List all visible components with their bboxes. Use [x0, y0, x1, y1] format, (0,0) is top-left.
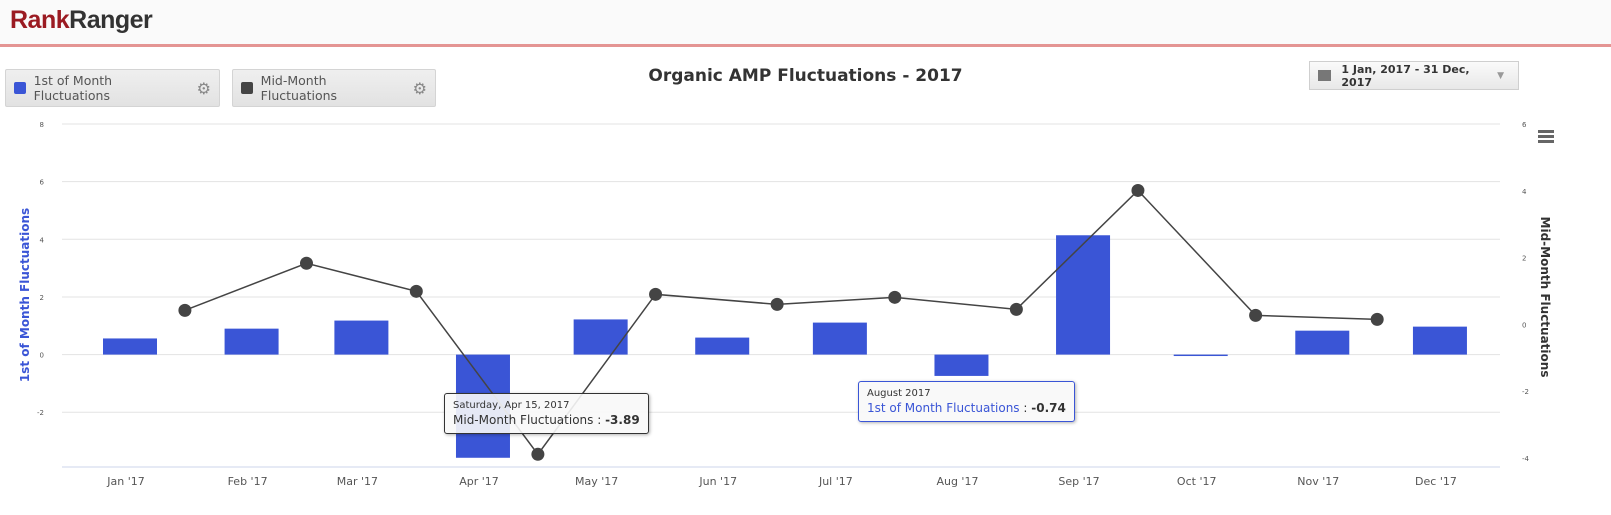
x-tick-label: Nov '17: [1297, 475, 1339, 488]
series-color-swatch: [14, 82, 26, 94]
tooltip-series: 1st of Month Fluctuations: [867, 401, 1020, 415]
bar: [103, 338, 157, 355]
data-point: [178, 303, 192, 317]
tooltip-value: -3.89: [605, 413, 640, 427]
x-tick-label: Dec '17: [1415, 475, 1457, 488]
y-tick-label-left: 8: [40, 121, 44, 129]
tooltip-series: Mid-Month Fluctuations: [453, 413, 594, 427]
bar: [812, 322, 867, 355]
date-range-picker[interactable]: 1 Jan, 2017 - 31 Dec, 2017 ▼: [1309, 61, 1519, 90]
legend-label: 1st of Month Fluctuations: [33, 73, 113, 103]
y-tick-label-right: 0: [1522, 321, 1526, 329]
data-point: [649, 287, 663, 301]
bar: [573, 319, 628, 355]
calendar-icon: [1318, 70, 1332, 81]
data-point: [1009, 302, 1023, 316]
y-tick-label-right: -2: [1522, 388, 1529, 396]
x-tick-label: Feb '17: [228, 475, 268, 488]
data-point: [888, 290, 902, 304]
bar: [695, 337, 750, 355]
gear-icon[interactable]: ⚙: [412, 78, 427, 98]
bar: [1412, 326, 1467, 355]
y-tick-label-left: 6: [40, 179, 45, 187]
x-tick-label: Oct '17: [1177, 475, 1217, 488]
data-point: [770, 297, 784, 311]
gear-icon[interactable]: ⚙: [196, 78, 211, 98]
legend-item-mid-month[interactable]: Mid-Month Fluctuations ⚙: [232, 69, 436, 107]
y-tick-label-left: 4: [40, 236, 45, 244]
top-bar: RankRanger: [0, 0, 1611, 47]
x-tick-label: Mar '17: [337, 475, 378, 488]
y-tick-label-right: 6: [1522, 121, 1527, 129]
x-tick-label: Jun '17: [698, 475, 737, 488]
bar: [1173, 354, 1228, 357]
tooltip-1st-of-month: August 2017 1st of Month Fluctuations : …: [858, 381, 1075, 422]
x-tick-label: May '17: [575, 475, 618, 488]
data-point: [1370, 312, 1384, 326]
x-tick-label: Apr '17: [459, 475, 499, 488]
data-point: [1249, 308, 1263, 322]
legend-item-1st-of-month[interactable]: 1st of Month Fluctuations ⚙: [5, 69, 220, 107]
bar: [934, 354, 989, 376]
data-point: [299, 256, 313, 270]
y-tick-label-right: 4: [1522, 188, 1527, 196]
tooltip-value: -0.74: [1031, 401, 1066, 415]
chart-title: Organic AMP Fluctuations - 2017: [648, 66, 963, 86]
chart-menu-icon[interactable]: [1538, 130, 1554, 145]
x-tick-label: Jul '17: [818, 475, 853, 488]
x-tick-label: Jan '17: [106, 475, 144, 488]
logo[interactable]: RankRanger: [10, 6, 153, 34]
bar: [224, 328, 279, 355]
data-point: [531, 447, 545, 461]
data-point: [409, 284, 423, 298]
bar: [1295, 330, 1350, 355]
bar: [334, 320, 389, 355]
tooltip-mid-month: Saturday, Apr 15, 2017 Mid-Month Fluctua…: [444, 393, 649, 434]
y-tick-label-left: 0: [40, 352, 44, 360]
y-tick-label-left: -2: [37, 409, 44, 417]
y-tick-label-right: -4: [1522, 455, 1530, 463]
y-axis-title-right: Mid-Month Fluctuations: [1538, 217, 1552, 378]
y-tick-label-left: 2: [40, 294, 44, 302]
y-axis-title-left: 1st of Month Fluctuations: [18, 208, 32, 382]
bar: [1056, 235, 1111, 355]
x-tick-label: Aug '17: [936, 475, 978, 488]
chevron-down-icon: ▼: [1497, 70, 1504, 81]
y-tick-label-right: 2: [1522, 255, 1526, 263]
tooltip-date: Saturday, Apr 15, 2017: [453, 400, 570, 411]
legend-label: Mid-Month Fluctuations: [260, 73, 338, 103]
x-tick-label: Sep '17: [1058, 475, 1099, 488]
data-point: [1131, 183, 1145, 197]
tooltip-date: August 2017: [867, 388, 931, 399]
series-color-swatch: [241, 82, 253, 94]
date-range-label: 1 Jan, 2017 - 31 Dec, 2017: [1341, 62, 1470, 89]
